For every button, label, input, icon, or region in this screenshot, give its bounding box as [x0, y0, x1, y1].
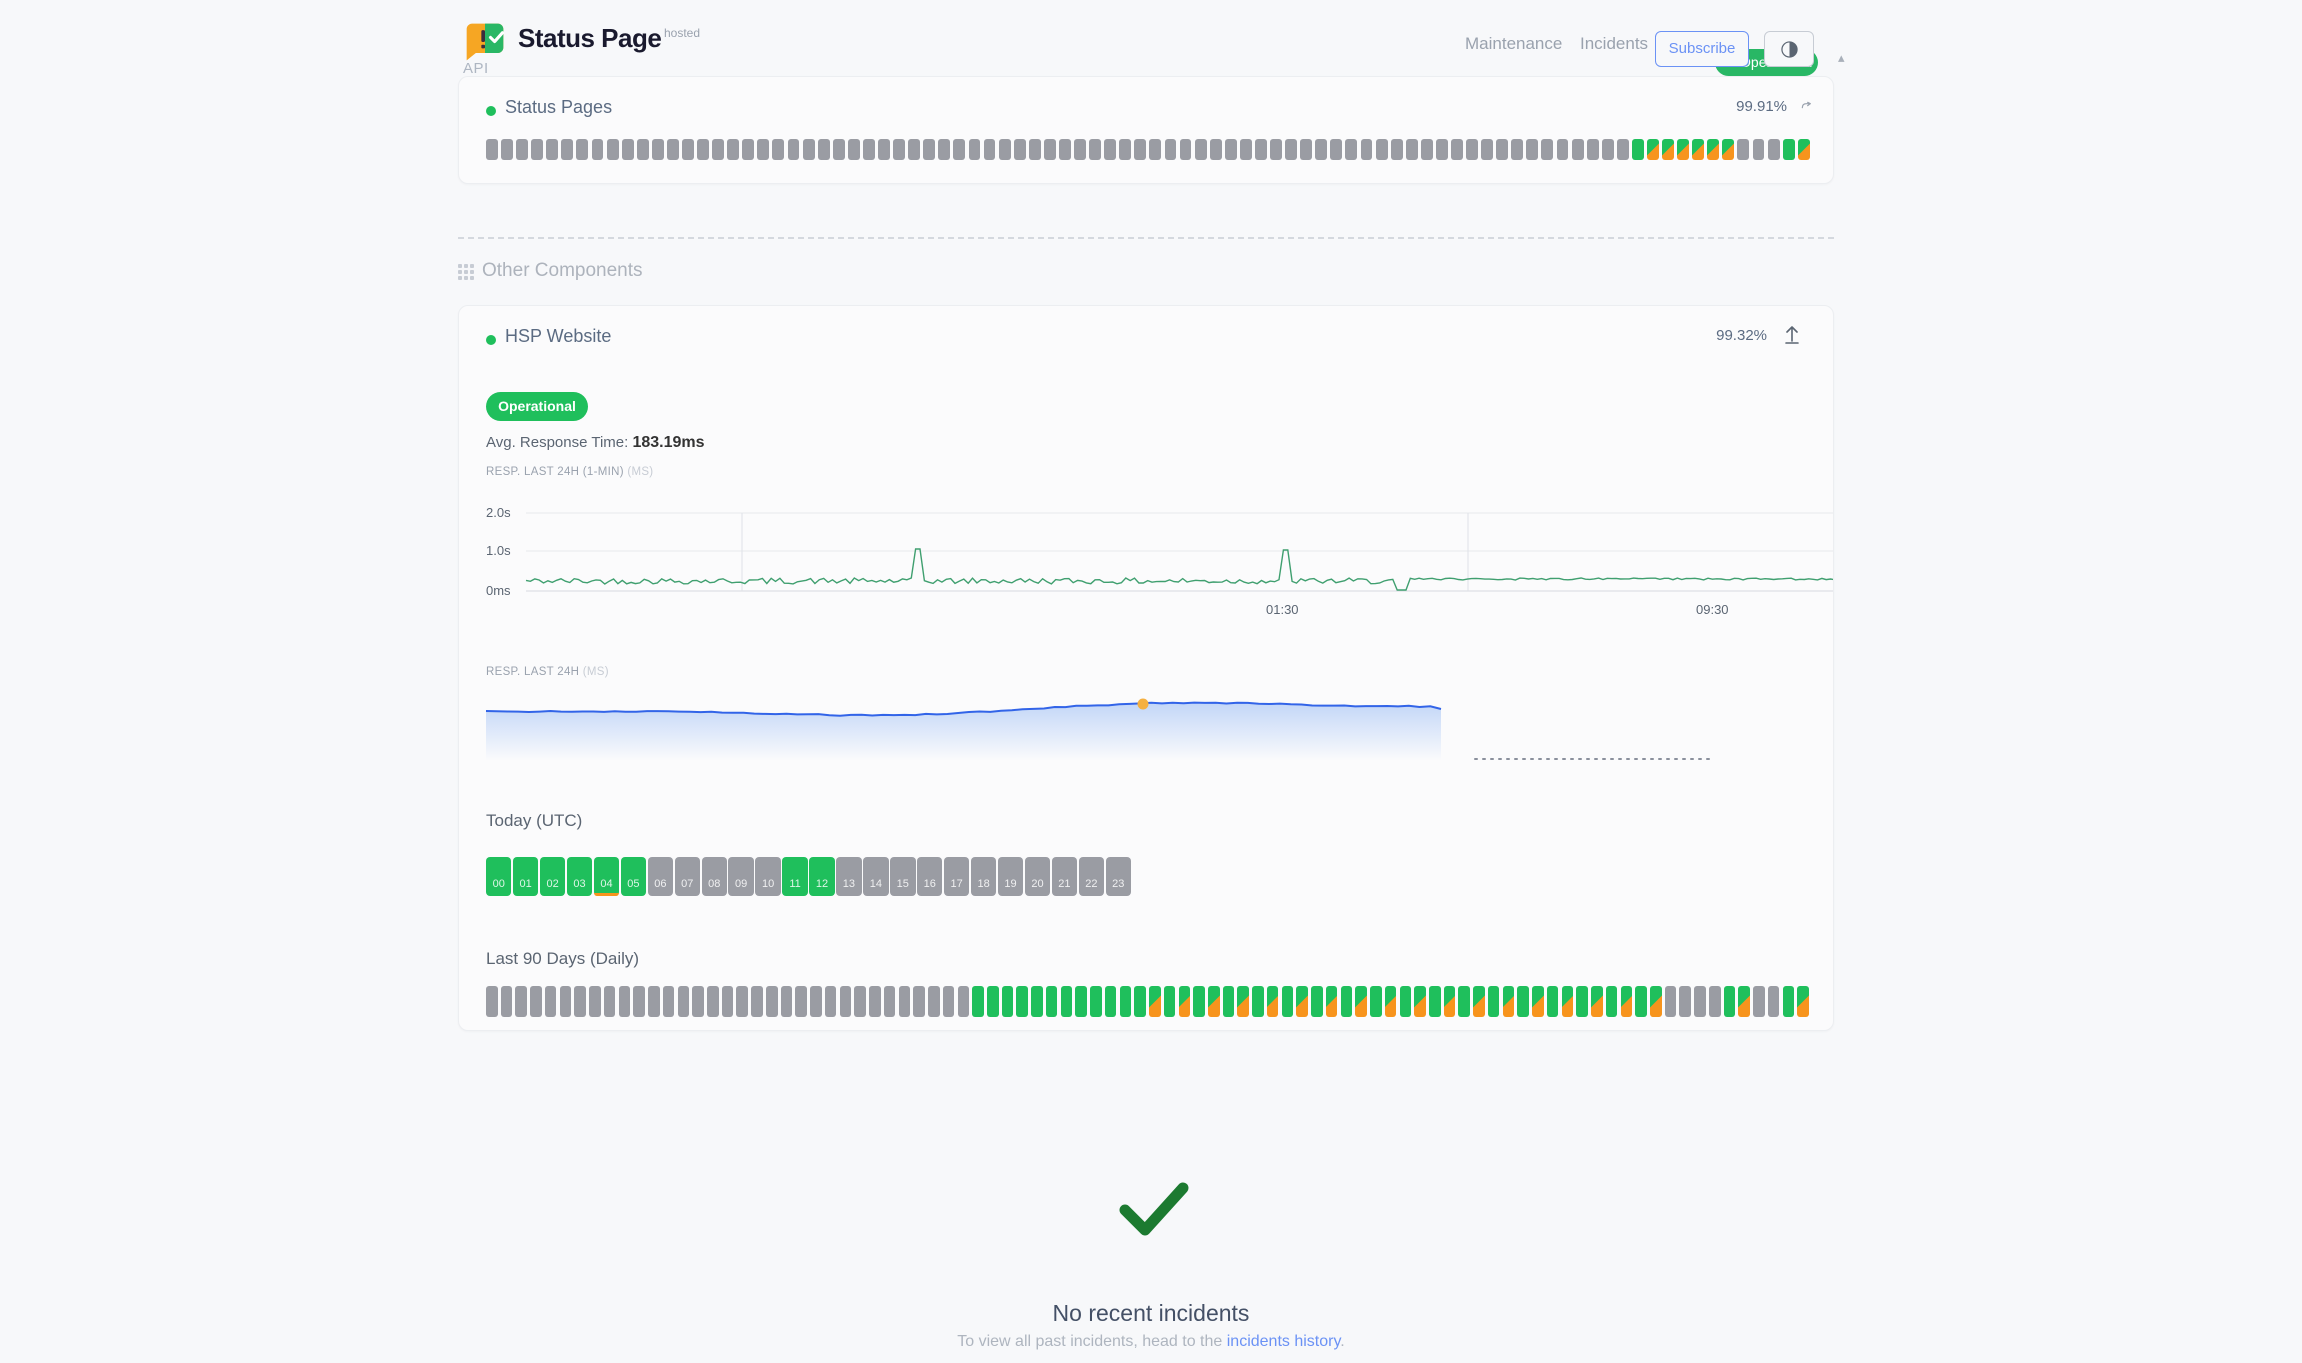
- svg-text:2.0s: 2.0s: [486, 508, 511, 520]
- svg-text:09:30: 09:30: [1696, 602, 1729, 617]
- svg-text:01:30: 01:30: [1266, 602, 1299, 617]
- svg-text:0ms: 0ms: [486, 583, 511, 598]
- svg-text:1.0s: 1.0s: [486, 543, 511, 558]
